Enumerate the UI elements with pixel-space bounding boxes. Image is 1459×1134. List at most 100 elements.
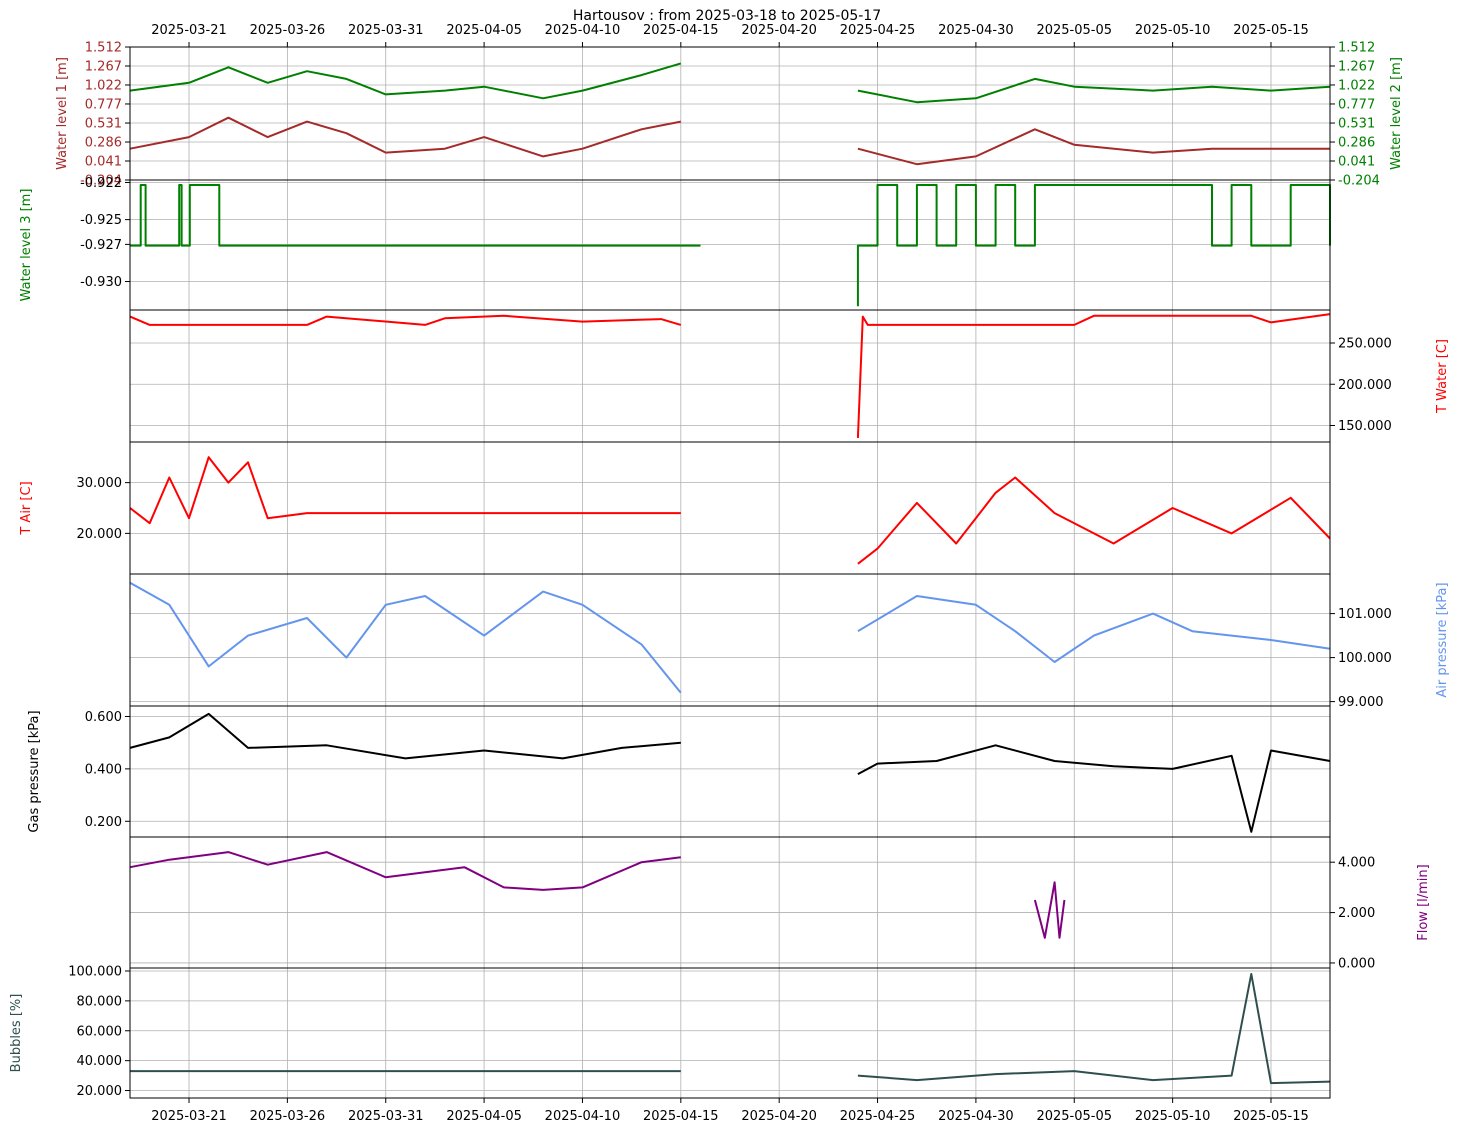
- x-tick-label-bottom: 2025-03-26: [250, 1109, 326, 1124]
- x-tick-label-bottom: 2025-04-10: [545, 1109, 621, 1124]
- y-tick-label-right: 4.000: [1338, 856, 1375, 871]
- x-tick-label-bottom: 2025-03-21: [151, 1109, 227, 1124]
- x-tick-label-top: 2025-03-21: [151, 23, 227, 38]
- x-tick-label-top: 2025-05-10: [1135, 23, 1211, 38]
- x-tick-label-bottom: 2025-04-05: [446, 1109, 522, 1124]
- y-tick-label-left: 60.000: [77, 1024, 123, 1039]
- y-tick-label-left: -0.204: [80, 174, 122, 189]
- y-tick-label-right: 200.000: [1338, 378, 1392, 393]
- panels: 1.512 1.267 1.022 0.777 0.531 0.286 0.041 -0.20…: [9, 41, 1450, 1100]
- series-line: [129, 456, 681, 525]
- y-tick-label-right: 1.022: [1338, 78, 1375, 93]
- x-tick-label-top: 2025-04-30: [938, 23, 1014, 38]
- y-tick-label-right: 101.000: [1338, 607, 1392, 622]
- panel-frame: [129, 46, 1331, 181]
- y-tick-label-left: -0.925: [80, 213, 122, 228]
- y-tick-label-left: -0.922: [80, 176, 122, 191]
- series-line: [856, 313, 1331, 438]
- panel-frame: [129, 309, 1331, 443]
- y-tick-label-right: 0.531: [1338, 117, 1375, 132]
- y-axis-label-left: Bubbles [%]: [9, 994, 24, 1073]
- y-axis-label-right: T Water [C]: [1435, 339, 1450, 414]
- x-tick-label-bottom: 2025-03-31: [348, 1109, 424, 1124]
- series-line: [857, 476, 1331, 565]
- y-tick-label-left: 80.000: [77, 994, 123, 1009]
- series-line: [1033, 881, 1066, 939]
- y-tick-label-left: 1.267: [85, 59, 122, 74]
- y-tick-label-right: 99.000: [1338, 695, 1384, 710]
- x-tick-label-top: 2025-04-15: [643, 23, 719, 38]
- x-tick-label-bottom: 2025-04-30: [938, 1109, 1014, 1124]
- x-axis-bottom-ticks: 2025-03-21 2025-03-26 2025-03-31 2025-04-05…: [151, 1098, 1309, 1124]
- panel-air-pressure: 101.000 100.000 99.000 Air pressure [kPa]: [129, 573, 1450, 710]
- y-tick-label-left: 30.000: [77, 476, 123, 491]
- y-tick-label-left: -0.927: [80, 238, 122, 253]
- x-tick-label-bottom: 2025-04-25: [840, 1109, 916, 1124]
- panel-frame: [129, 441, 1331, 575]
- x-tick-label-top: 2025-04-05: [446, 23, 522, 38]
- panel-flow: 4.000 2.000 0.000 Flow [l/min]: [129, 836, 1431, 971]
- x-tick-label-bottom: 2025-05-05: [1036, 1109, 1112, 1124]
- series-line: [129, 851, 681, 891]
- y-axis-label-right: Flow [l/min]: [1416, 864, 1431, 940]
- series-line: [129, 116, 681, 158]
- y-tick-label-left: 1.512: [85, 41, 122, 56]
- series-line: [856, 184, 1331, 307]
- y-axis-label-left: Gas pressure [kPa]: [27, 710, 42, 832]
- series-line: [129, 712, 681, 760]
- panel-frame: [129, 573, 1331, 707]
- panel-t-water: 250.000 200.000 150.000 T Water [C]: [129, 309, 1450, 443]
- panel-bubbles: 100.000 80.000 60.000 40.000 20.000 Bubbles […: [9, 964, 1331, 1099]
- panel-water-level-3: -0.922 -0.925 -0.927 -0.930 Water level 3 [m…: [19, 176, 1331, 311]
- series-line: [857, 744, 1331, 833]
- y-tick-label-right: 250.000: [1338, 337, 1392, 352]
- y-tick-label-left: 0.600: [85, 710, 122, 725]
- series-line: [857, 128, 1330, 166]
- y-tick-label-left: 0.777: [85, 97, 122, 112]
- x-tick-label-bottom: 2025-04-20: [741, 1109, 817, 1124]
- y-tick-label-left: 100.000: [68, 964, 122, 979]
- series-line: [129, 62, 682, 100]
- y-tick-label-right: 150.000: [1338, 419, 1392, 434]
- y-axis-label-left: T Air [C]: [19, 481, 34, 535]
- x-tick-label-bottom: 2025-05-15: [1233, 1109, 1309, 1124]
- x-tick-label-top: 2025-05-15: [1233, 23, 1309, 38]
- x-tick-label-top: 2025-03-31: [348, 23, 424, 38]
- y-tick-label-left: 0.041: [85, 155, 122, 170]
- series-line: [130, 184, 701, 247]
- y-axis-label-left: Water level 3 [m]: [19, 189, 34, 302]
- panel-water-level-1-2: 1.512 1.267 1.022 0.777 0.531 0.286 0.041 -0.20…: [55, 41, 1404, 189]
- panel-frame: [129, 967, 1331, 1099]
- x-tick-label-top: 2025-04-25: [840, 23, 916, 38]
- x-axis-top-ticks: 2025-03-21 2025-03-26 2025-03-31 2025-04-05…: [151, 23, 1309, 47]
- panel-frame: [129, 705, 1331, 838]
- y-tick-label-right: 0.286: [1338, 136, 1375, 151]
- y-tick-label-right: 1.512: [1338, 41, 1375, 56]
- series-line: [129, 314, 682, 326]
- y-tick-label-right: -0.204: [1338, 174, 1380, 189]
- x-tick-label-bottom: 2025-04-15: [643, 1109, 719, 1124]
- chart-title: Hartousov : from 2025-03-18 to 2025-05-1…: [573, 8, 881, 24]
- series-line: [857, 973, 1331, 1085]
- y-tick-label-right: 0.000: [1338, 956, 1375, 971]
- y-tick-label-left: 0.200: [85, 815, 122, 830]
- x-tick-label-top: 2025-05-05: [1036, 23, 1112, 38]
- x-tick-label-top: 2025-03-26: [250, 23, 326, 38]
- y-tick-label-left: 40.000: [77, 1054, 123, 1069]
- y-tick-label-left: -0.930: [80, 275, 122, 290]
- y-tick-label-right: 2.000: [1338, 906, 1375, 921]
- x-tick-label-top: 2025-04-10: [545, 23, 621, 38]
- y-tick-label-left: 0.400: [85, 762, 122, 777]
- y-axis-label-right: Water level 2 [m]: [1389, 57, 1404, 170]
- series-line: [857, 595, 1331, 663]
- y-tick-label-left: 1.022: [85, 78, 122, 93]
- y-tick-label-right: 100.000: [1338, 651, 1392, 666]
- y-tick-label-left: 20.000: [77, 1084, 123, 1099]
- y-tick-label-left: 0.531: [85, 117, 122, 132]
- y-axis-label-right: Air pressure [kPa]: [1435, 582, 1450, 697]
- y-tick-label-right: 0.041: [1338, 155, 1375, 170]
- series-line: [857, 77, 1331, 104]
- y-tick-label-left: 0.286: [85, 136, 122, 151]
- x-tick-label-bottom: 2025-05-10: [1135, 1109, 1211, 1124]
- y-tick-label-right: 0.777: [1338, 97, 1375, 112]
